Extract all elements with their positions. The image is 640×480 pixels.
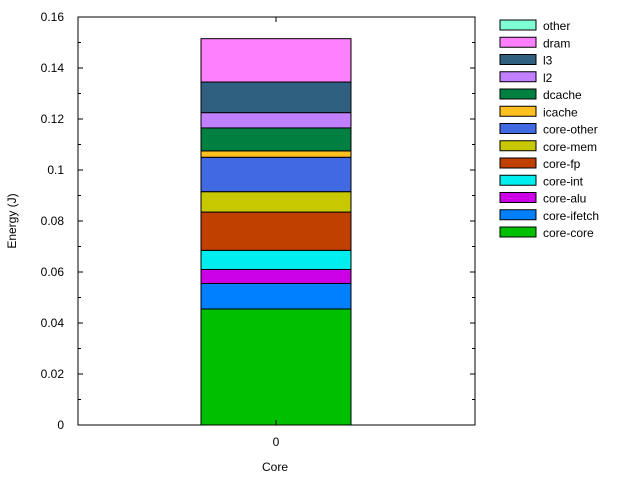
- bar-segment-core-fp: [200, 211, 352, 251]
- legend-swatch-core-ifetch: [499, 209, 537, 221]
- legend-label-dcache: dcache: [543, 88, 582, 102]
- legend-swatch-l3: [499, 54, 537, 65]
- legend-label-core-ifetch: core-ifetch: [543, 209, 599, 223]
- y-tick-label: 0.14: [41, 61, 65, 75]
- legend-label-core-fp: core-fp: [543, 157, 581, 171]
- y-axis: 0 0.02 0.04 0.06 0.08 0.1 0.12 0.14 0.16: [41, 10, 475, 432]
- y-tick-label: 0.02: [41, 367, 65, 381]
- legend-swatch-core-fp: [499, 157, 537, 169]
- y-tick-label: 0.16: [41, 10, 65, 24]
- y-tick-label: 0.04: [41, 316, 65, 330]
- legend-label-icache: icache: [543, 105, 578, 119]
- x-axis: 0: [273, 17, 280, 449]
- legend: other dram l3 l2 dcache icache core-other core-…: [499, 19, 599, 240]
- y-tick-label: 0.06: [41, 265, 65, 279]
- x-tick-label: 0: [273, 435, 280, 449]
- legend-label-core-int: core-int: [543, 174, 584, 188]
- x-axis-title: Core: [262, 460, 288, 474]
- legend-label-other: other: [543, 19, 570, 33]
- legend-label-core-other: core-other: [543, 123, 598, 137]
- y-tick-label: 0.12: [41, 112, 65, 126]
- bar-segment-l2: [200, 112, 352, 129]
- legend-swatch-core-int: [499, 174, 537, 186]
- bar-stack: [200, 38, 352, 426]
- bar-segment-core-core: [200, 308, 352, 426]
- legend-swatch-other: [499, 19, 537, 31]
- y-tick-label: 0.1: [47, 163, 64, 177]
- bar-segment-dcache: [200, 127, 352, 152]
- legend-swatch-dram: [499, 36, 537, 48]
- legend-label-dram: dram: [543, 36, 570, 50]
- y-axis-title: Energy (J): [5, 193, 19, 248]
- y-tick-label: 0.08: [41, 214, 65, 228]
- legend-label-core-core: core-core: [543, 226, 594, 240]
- legend-label-core-alu: core-alu: [543, 192, 586, 206]
- legend-swatch-core-alu: [499, 192, 537, 203]
- bar-segment-icache: [200, 150, 352, 158]
- bar-segment-l3: [200, 81, 352, 114]
- bar-segment-core-int: [200, 249, 352, 270]
- legend-swatch-l2: [499, 71, 537, 83]
- bar-segment-core-other: [200, 156, 352, 193]
- bar-segment-core-mem: [200, 191, 352, 213]
- bar-segment-core-ifetch: [200, 282, 352, 310]
- legend-label-core-mem: core-mem: [543, 140, 597, 154]
- legend-swatch-core-other: [499, 123, 537, 134]
- y-tick-label: 0: [57, 418, 64, 432]
- legend-label-l3: l3: [543, 54, 553, 68]
- legend-swatch-icache: [499, 105, 537, 117]
- legend-label-l2: l2: [543, 71, 553, 85]
- bar-segment-dram: [200, 38, 352, 83]
- bar-segment-core-alu: [200, 268, 352, 284]
- legend-swatch-dcache: [499, 88, 537, 100]
- legend-swatch-core-core: [499, 226, 537, 238]
- legend-swatch-core-mem: [499, 140, 537, 152]
